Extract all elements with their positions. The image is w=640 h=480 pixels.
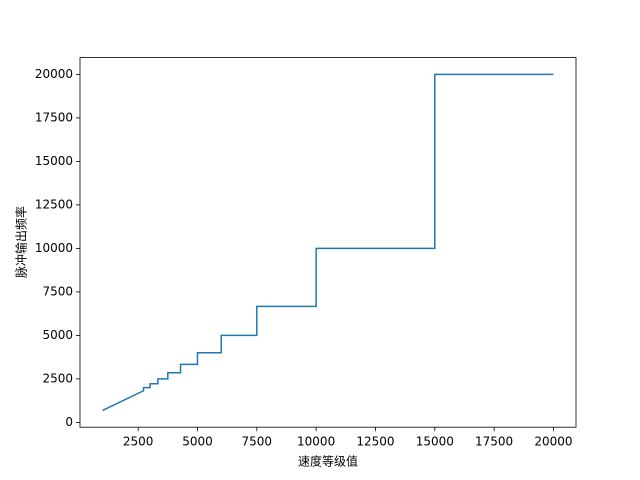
y-tick-label: 2500 [42,371,73,385]
y-tick-label: 17500 [35,110,73,124]
x-tick-label: 17500 [475,435,513,449]
x-axis-label: 速度等级值 [298,454,358,469]
y-tick-label: 12500 [35,197,73,211]
x-tick-label: 2500 [123,435,154,449]
y-tick-label: 15000 [35,154,73,168]
data-line [102,73,554,412]
y-tick-label: 5000 [42,328,73,342]
x-tick-label: 5000 [182,435,213,449]
y-tick-label: 7500 [42,284,73,298]
x-tick-label: 7500 [242,435,273,449]
y-tick-label: 0 [65,415,73,429]
y-tick-label: 10000 [35,241,73,255]
x-tick-label: 12500 [356,435,394,449]
y-tick-label: 20000 [35,67,73,81]
y-axis-label: 脉冲输出频率 [14,206,29,278]
plot-frame [79,57,577,428]
x-tick-label: 15000 [416,435,454,449]
x-tick-label: 20000 [534,435,572,449]
x-tick-label: 10000 [297,435,335,449]
